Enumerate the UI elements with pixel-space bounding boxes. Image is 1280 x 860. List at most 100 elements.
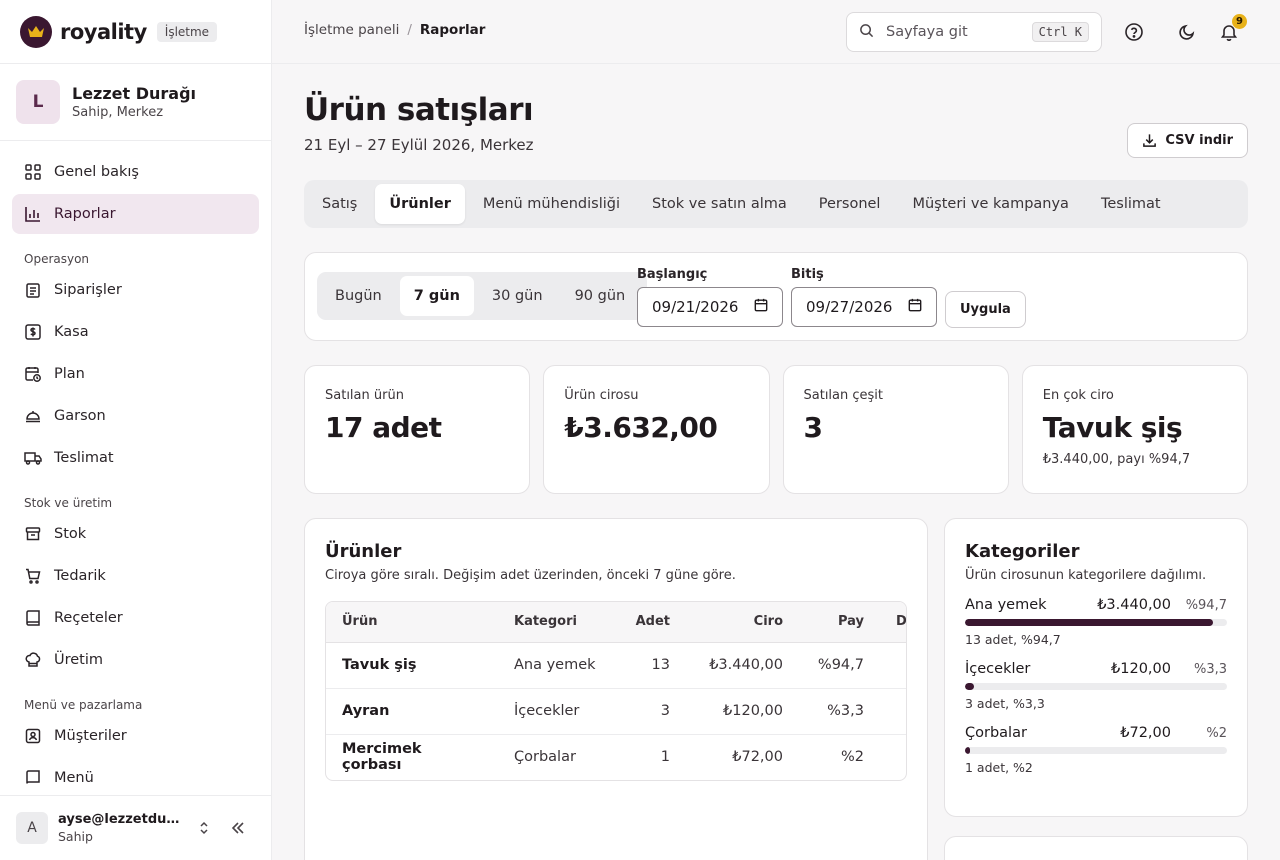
brand-name[interactable]: royality bbox=[60, 19, 147, 44]
category-revenue: ₺3.440,00 bbox=[1097, 597, 1171, 613]
contact-card-icon bbox=[24, 727, 42, 745]
range-30-days[interactable]: 30 gün bbox=[491, 288, 543, 304]
sidebar-item-receteler[interactable]: Reçeteler bbox=[12, 598, 259, 638]
tab-stok-ve-satin-alma[interactable]: Stok ve satın alma bbox=[652, 196, 787, 212]
sidebar-item-label: Plan bbox=[54, 366, 85, 382]
sidebar-item-kasa[interactable]: Kasa bbox=[12, 312, 259, 352]
download-icon bbox=[1142, 133, 1157, 148]
category-percent: %94,7 bbox=[1185, 597, 1227, 613]
tab-urunler[interactable]: Ürünler bbox=[375, 184, 465, 224]
sidebar-item-genel-bakis[interactable]: Genel bakış bbox=[12, 152, 259, 192]
csv-download-button[interactable]: CSV indir bbox=[1127, 123, 1248, 158]
sidebar-item-siparisler[interactable]: Siparişler bbox=[12, 270, 259, 310]
sidebar-item-garson[interactable]: Garson bbox=[12, 396, 259, 436]
column-header[interactable]: D bbox=[880, 602, 906, 643]
user-menu[interactable]: A ayse@lezzetduragi.com Sahip bbox=[0, 795, 271, 860]
breadcrumb-current: Raporlar bbox=[419, 22, 486, 38]
product-change bbox=[880, 642, 906, 689]
date-filter-card: Bugün 7 gün 30 gün 90 gün Başlangıç 09/2… bbox=[304, 252, 1248, 341]
sidebar-item-uretim[interactable]: Üretim bbox=[12, 640, 259, 680]
range-today[interactable]: Bugün bbox=[335, 288, 382, 304]
end-date-field: Bitiş 09/27/2026 bbox=[791, 267, 937, 327]
sidebar-item-musteriler[interactable]: Müşteriler bbox=[12, 716, 259, 756]
sidebar-item-tedarik[interactable]: Tedarik bbox=[12, 556, 259, 596]
card-subtitle: Ciroya göre sıralı. Değişim adet üzerind… bbox=[325, 568, 736, 583]
sidebar-item-label: Teslimat bbox=[54, 450, 114, 466]
shortcut-hint: Ctrl K bbox=[1031, 22, 1089, 42]
nav-section-title: Menü ve pazarlama bbox=[24, 698, 143, 712]
category-item: Çorbalar ₺72,00 %2 1 adet, %2 bbox=[965, 725, 1227, 775]
category-note: 3 adet, %3,3 bbox=[965, 696, 1045, 711]
box-icon bbox=[24, 525, 42, 543]
cart-icon bbox=[24, 567, 42, 585]
category-bar bbox=[965, 619, 1227, 626]
chevrons-up-down-icon[interactable] bbox=[190, 814, 218, 842]
category-bar-fill bbox=[965, 683, 974, 690]
sidebar-item-label: Garson bbox=[54, 408, 106, 424]
sidebar-item-label: Raporlar bbox=[54, 206, 116, 222]
collapse-sidebar-icon[interactable] bbox=[224, 814, 252, 842]
end-date-input[interactable]: 09/27/2026 bbox=[791, 287, 937, 327]
tab-menu-muhendisligi[interactable]: Menü mühendisliği bbox=[482, 196, 621, 212]
end-date-label: Bitiş bbox=[791, 267, 824, 282]
products-card: Ürünler Ciroya göre sıralı. Değişim adet… bbox=[304, 518, 928, 860]
tab-personel[interactable]: Personel bbox=[818, 196, 881, 212]
sidebar-item-raporlar[interactable]: Raporlar bbox=[12, 194, 259, 234]
table-row[interactable]: Tavuk şiş Ana yemek 13 ₺3.440,00 %94,7 bbox=[326, 642, 906, 689]
table-row[interactable]: Mercimek çorbası Çorbalar 1 ₺72,00 %2 bbox=[326, 734, 906, 780]
category-item: Ana yemek ₺3.440,00 %94,7 13 adet, %94,7 bbox=[965, 597, 1227, 647]
calendar-icon[interactable] bbox=[908, 298, 922, 316]
kpi-note: ₺3.440,00, payı %94,7 bbox=[1042, 452, 1191, 467]
sidebar-item-label: Siparişler bbox=[54, 282, 122, 298]
range-90-days[interactable]: 90 gün bbox=[574, 288, 626, 304]
breadcrumb-separator: / bbox=[407, 22, 412, 38]
product-share: %94,7 bbox=[799, 642, 880, 689]
cloche-icon bbox=[24, 407, 42, 425]
tab-teslimat[interactable]: Teslimat bbox=[1100, 196, 1161, 212]
categories-card: Kategoriler Ürün cirosunun kategorilere … bbox=[944, 518, 1248, 817]
breadcrumb-item[interactable]: İşletme paneli bbox=[304, 22, 400, 38]
moon-icon[interactable] bbox=[1175, 20, 1199, 44]
secondary-card bbox=[944, 836, 1248, 860]
kpi-card: En çok ciro Tavuk şiş ₺3.440,00, payı %9… bbox=[1021, 365, 1248, 494]
column-header[interactable]: Pay bbox=[799, 602, 880, 643]
sidebar-item-plan[interactable]: Plan bbox=[12, 354, 259, 394]
column-header[interactable]: Adet bbox=[618, 602, 686, 643]
apply-button[interactable]: Uygula bbox=[945, 291, 1026, 328]
user-avatar: A bbox=[16, 812, 48, 844]
product-name: Tavuk şiş bbox=[326, 642, 498, 689]
nav-section-title: Operasyon bbox=[24, 252, 90, 266]
kpi-value: 17 adet bbox=[325, 411, 442, 444]
command-search[interactable]: Sayfaya git Ctrl K bbox=[846, 12, 1102, 52]
sidebar-item-teslimat[interactable]: Teslimat bbox=[12, 438, 259, 478]
sidebar-item-menu[interactable]: Menü bbox=[12, 758, 259, 798]
start-date-input[interactable]: 09/21/2026 bbox=[637, 287, 783, 327]
calendar-icon[interactable] bbox=[754, 298, 768, 316]
tab-musteri-ve-kampanya[interactable]: Müşteri ve kampanya bbox=[912, 196, 1069, 212]
sidebar-nav: Genel bakış Raporlar Operasyon Siparişle… bbox=[12, 152, 259, 800]
product-qty: 13 bbox=[618, 642, 686, 689]
business-switcher[interactable]: L Lezzet Durağı Sahip, Merkez bbox=[0, 64, 271, 141]
category-bar bbox=[965, 683, 1227, 690]
products-table-scroll[interactable]: Ürün Kategori Adet Ciro Pay D Tavuk şiş … bbox=[325, 601, 907, 781]
category-percent: %3,3 bbox=[1193, 661, 1227, 677]
table-row[interactable]: Ayran İçecekler 3 ₺120,00 %3,3 bbox=[326, 688, 906, 735]
bell-icon[interactable]: 9 bbox=[1217, 14, 1247, 44]
business-role: Sahip, Merkez bbox=[72, 105, 164, 120]
column-header[interactable]: Ürün bbox=[326, 602, 498, 643]
truck-icon bbox=[24, 449, 42, 467]
category-revenue: ₺72,00 bbox=[1120, 725, 1171, 741]
notification-count: 9 bbox=[1232, 14, 1247, 29]
report-tabs: Satış Ürünler Menü mühendisliği Stok ve … bbox=[304, 180, 1248, 228]
crown-icon[interactable] bbox=[20, 15, 52, 48]
range-7-days[interactable]: 7 gün bbox=[399, 276, 474, 316]
product-name: Ayran bbox=[326, 688, 498, 735]
product-revenue: ₺3.440,00 bbox=[686, 642, 799, 689]
lower-section: Ürünler Ciroya göre sıralı. Değişim adet… bbox=[304, 518, 1248, 860]
sidebar-item-label: Kasa bbox=[54, 324, 89, 340]
tab-satis[interactable]: Satış bbox=[322, 196, 358, 212]
column-header[interactable]: Ciro bbox=[686, 602, 799, 643]
column-header[interactable]: Kategori bbox=[498, 602, 618, 643]
help-icon[interactable] bbox=[1122, 20, 1146, 44]
sidebar-item-stok[interactable]: Stok bbox=[12, 514, 259, 554]
